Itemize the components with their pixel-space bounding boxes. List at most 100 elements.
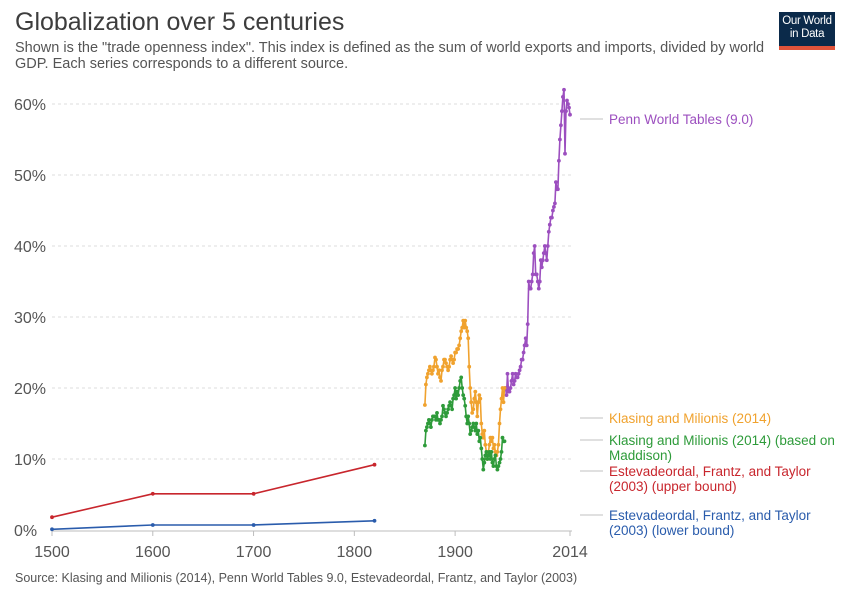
data-point bbox=[457, 386, 461, 390]
legend-labels: Penn World Tables (9.0) Klasing and Milio… bbox=[580, 112, 835, 538]
data-point bbox=[439, 418, 443, 422]
data-point bbox=[443, 357, 447, 362]
data-point bbox=[463, 403, 468, 408]
data-point bbox=[509, 379, 514, 383]
data-point bbox=[510, 371, 515, 376]
legend-text: Klasing and Milionis (2014) bbox=[609, 411, 771, 426]
owid-logo[interactable]: Our World in Data bbox=[779, 12, 835, 50]
data-point bbox=[562, 87, 566, 92]
data-point bbox=[449, 403, 453, 408]
data-point bbox=[550, 215, 554, 220]
data-point bbox=[461, 393, 466, 397]
x-tick-label: 1700 bbox=[236, 544, 272, 561]
data-point bbox=[446, 368, 450, 373]
data-point bbox=[455, 389, 459, 394]
data-point bbox=[463, 318, 468, 323]
data-point bbox=[560, 109, 564, 113]
data-point bbox=[513, 371, 518, 376]
data-point bbox=[428, 364, 432, 369]
data-point bbox=[537, 279, 542, 284]
legend-label-estevadeordal-frantz-and-taylor-2003-upper-bound: Estevadeordal, Frantz, and Taylor(2003) … bbox=[580, 464, 811, 494]
data-point bbox=[495, 450, 500, 454]
y-axis: 0% 10% 20% 30% 40% 50% 60% bbox=[14, 97, 46, 540]
data-point bbox=[502, 439, 507, 444]
data-point bbox=[490, 460, 495, 465]
series-line bbox=[51, 463, 375, 518]
data-point bbox=[471, 421, 476, 426]
data-point bbox=[428, 421, 432, 426]
legend-text: (2003) (upper bound) bbox=[609, 479, 737, 494]
data-point bbox=[505, 371, 510, 376]
data-point bbox=[511, 382, 516, 387]
data-point bbox=[436, 371, 440, 376]
data-point bbox=[497, 421, 502, 426]
data-point bbox=[526, 279, 531, 284]
data-point bbox=[567, 105, 571, 110]
data-point bbox=[467, 364, 472, 369]
data-point bbox=[450, 407, 454, 412]
data-point bbox=[500, 435, 505, 440]
data-point bbox=[462, 396, 467, 401]
data-point bbox=[435, 364, 439, 369]
data-point bbox=[489, 439, 494, 444]
data-point bbox=[451, 361, 455, 365]
data-point bbox=[561, 95, 565, 99]
data-point bbox=[524, 343, 529, 348]
legend-text: Maddison) bbox=[609, 448, 672, 463]
data-point bbox=[459, 375, 464, 380]
data-point bbox=[480, 432, 485, 436]
data-point bbox=[498, 457, 503, 461]
data-point bbox=[483, 453, 488, 458]
series-estevadeordal-frantz-and-taylor-2003-upper-bound bbox=[50, 462, 377, 520]
legend-text: Klasing and Milionis (2014) (based on bbox=[609, 433, 835, 448]
data-point bbox=[554, 180, 558, 185]
data-point bbox=[441, 403, 445, 408]
data-point bbox=[540, 258, 545, 263]
data-point bbox=[456, 393, 460, 397]
data-point bbox=[491, 446, 496, 451]
data-point bbox=[536, 286, 541, 291]
data-point bbox=[517, 368, 522, 373]
legend-text: (2003) (lower bound) bbox=[609, 523, 734, 538]
data-point bbox=[516, 371, 521, 376]
x-tick-label: 1500 bbox=[34, 544, 70, 561]
data-point bbox=[480, 457, 485, 461]
data-point bbox=[469, 400, 474, 405]
x-axis: 1500 1600 1700 1800 1900 2014 bbox=[34, 530, 588, 561]
series-klasing-and-milionis-2014 bbox=[423, 318, 507, 461]
source-note: Source: Klasing and Milionis (2014), Pen… bbox=[15, 571, 578, 585]
legend-label-penn-world-tables-9-0: Penn World Tables (9.0) bbox=[580, 112, 753, 127]
data-point bbox=[456, 347, 460, 351]
data-point bbox=[426, 371, 430, 376]
data-point bbox=[482, 428, 487, 433]
data-point bbox=[430, 418, 434, 422]
data-point bbox=[557, 158, 561, 163]
y-tick-label: 50% bbox=[14, 168, 46, 185]
data-point bbox=[465, 329, 470, 334]
data-point bbox=[558, 137, 562, 142]
data-point bbox=[473, 389, 478, 394]
data-point bbox=[150, 523, 155, 527]
x-tick-label: 2014 bbox=[552, 544, 588, 561]
data-point bbox=[499, 396, 504, 401]
data-point bbox=[502, 386, 507, 390]
series-line bbox=[424, 376, 505, 471]
data-point bbox=[552, 205, 556, 209]
data-point bbox=[563, 151, 567, 156]
data-point bbox=[471, 407, 476, 412]
data-point bbox=[504, 393, 509, 397]
series-estevadeordal-frantz-and-taylor-2003-lower-bound bbox=[50, 518, 377, 532]
data-point bbox=[565, 98, 569, 103]
data-point bbox=[492, 442, 497, 447]
data-point bbox=[547, 222, 552, 227]
data-point bbox=[458, 379, 463, 383]
data-point bbox=[525, 322, 530, 326]
data-point bbox=[434, 357, 438, 362]
data-point bbox=[492, 457, 497, 461]
data-point bbox=[475, 432, 480, 436]
data-point bbox=[251, 523, 256, 527]
data-point bbox=[531, 251, 536, 256]
y-tick-label: 60% bbox=[14, 97, 46, 114]
data-point bbox=[485, 457, 490, 461]
